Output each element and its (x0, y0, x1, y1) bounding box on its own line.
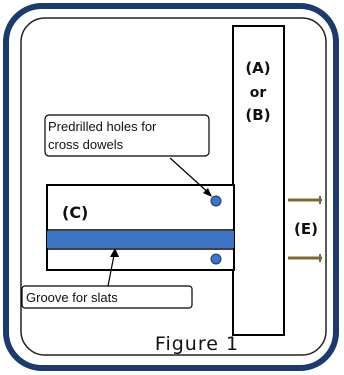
cross-dowel-upper (288, 196, 322, 204)
predrilled-hole-lower (210, 253, 222, 265)
figure-inner-frame (20, 17, 327, 356)
figure-caption: Figure 1 (155, 333, 239, 355)
holes-callout-arrowhead (203, 188, 212, 197)
board-c-label: (C) (62, 203, 88, 222)
predrilled-hole-upper (210, 195, 222, 207)
or-label: or (250, 85, 267, 101)
board-c (46, 184, 235, 271)
holes-callout-box (44, 114, 210, 157)
groove-callout-label: Groove for slats (26, 290, 118, 305)
holes-callout-line2: cross dowels (48, 137, 124, 152)
board-a-label: (A) (245, 59, 270, 77)
dowels-e-label: (E) (294, 220, 318, 238)
slat-groove (47, 231, 234, 248)
holes-callout-arrow (169, 157, 212, 196)
board-a-or-b (232, 25, 285, 336)
holes-callout-line1: Predrilled holes for (48, 119, 157, 134)
groove-callout-box (21, 285, 193, 309)
cross-dowel-lower (288, 254, 322, 262)
board-b-label: (B) (245, 106, 270, 124)
groove-callout-arrowhead (110, 248, 119, 257)
